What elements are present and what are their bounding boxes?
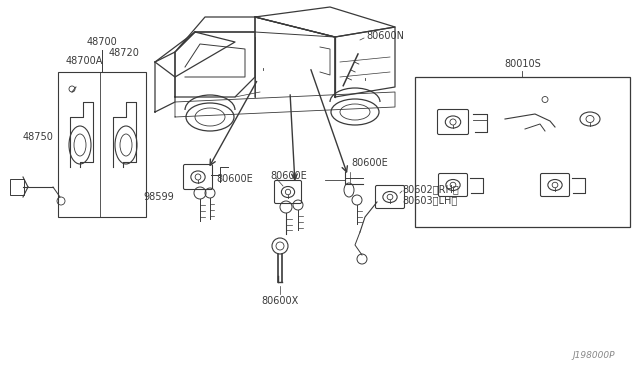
Text: 80010S: 80010S [504, 59, 541, 69]
Polygon shape [155, 52, 175, 112]
Polygon shape [175, 17, 255, 52]
Text: 80600N: 80600N [366, 31, 404, 41]
Bar [415, 77, 630, 227]
Text: 98599: 98599 [143, 192, 174, 202]
Polygon shape [335, 27, 395, 97]
Text: 80603（LH）: 80603（LH） [402, 195, 457, 205]
Text: 80600E: 80600E [216, 174, 253, 184]
Text: 48700A: 48700A [66, 56, 104, 66]
Text: 80600E: 80600E [270, 171, 307, 181]
Polygon shape [255, 7, 395, 37]
Polygon shape [175, 32, 255, 97]
Bar [58, 72, 146, 217]
Text: 80602（RH）: 80602（RH） [402, 184, 459, 194]
Text: 80600X: 80600X [261, 296, 299, 306]
Text: 48750: 48750 [22, 132, 53, 142]
Bar [10, 179, 24, 195]
Polygon shape [255, 17, 335, 97]
Text: 48720: 48720 [109, 48, 140, 58]
Text: 80600E: 80600E [351, 158, 388, 168]
Polygon shape [155, 32, 235, 77]
Text: 48700: 48700 [86, 37, 117, 47]
Polygon shape [175, 92, 395, 117]
Text: J198000P: J198000P [573, 351, 615, 360]
